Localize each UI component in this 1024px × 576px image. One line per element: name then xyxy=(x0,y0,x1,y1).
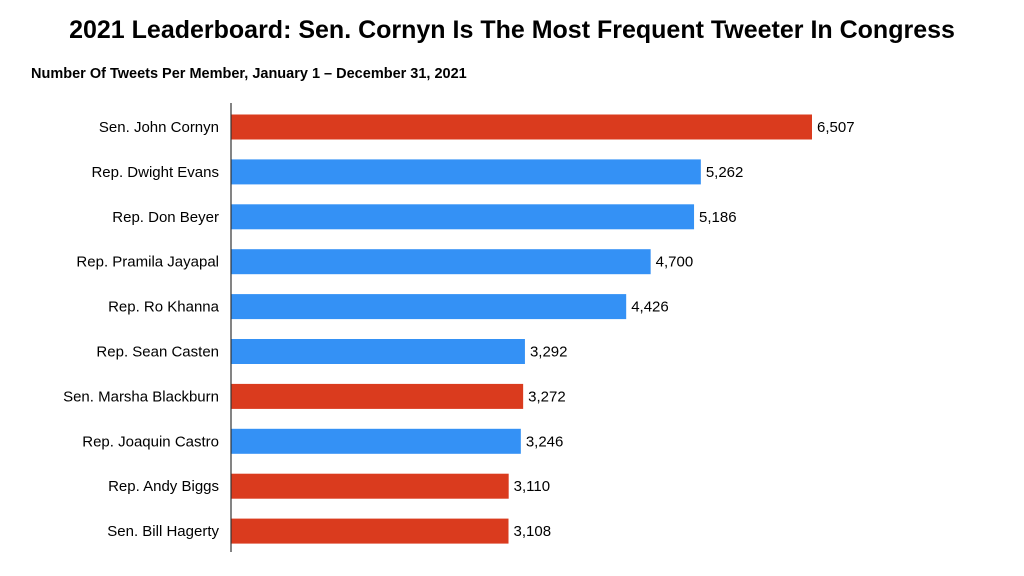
category-label: Rep. Andy Biggs xyxy=(108,478,219,495)
category-label: Rep. Joaquin Castro xyxy=(82,433,219,450)
bar xyxy=(231,518,509,544)
bar xyxy=(231,249,651,275)
value-label: 3,292 xyxy=(530,344,568,361)
bar xyxy=(231,159,701,185)
value-label: 4,700 xyxy=(656,254,694,271)
category-label: Rep. Dwight Evans xyxy=(91,164,219,181)
value-label: 6,507 xyxy=(817,119,855,136)
value-label: 4,426 xyxy=(631,299,669,316)
bar xyxy=(231,339,525,364)
bar xyxy=(231,204,695,230)
bar xyxy=(231,383,524,409)
category-label: Sen. Bill Hagerty xyxy=(107,523,219,540)
value-label: 3,272 xyxy=(528,388,566,405)
category-label: Sen. John Cornyn xyxy=(99,119,219,136)
value-label: 3,108 xyxy=(514,523,552,540)
chart-subtitle: Number Of Tweets Per Member, January 1 –… xyxy=(31,66,467,82)
value-label: 3,110 xyxy=(514,478,550,495)
bar xyxy=(231,473,509,499)
value-label: 5,262 xyxy=(706,164,744,181)
bars-group xyxy=(231,114,812,544)
category-label: Sen. Marsha Blackburn xyxy=(63,388,219,405)
chart-title: 2021 Leaderboard: Sen. Cornyn Is The Mos… xyxy=(69,16,955,44)
value-label: 3,246 xyxy=(526,433,564,450)
category-label: Rep. Don Beyer xyxy=(112,209,219,226)
category-label: Rep. Sean Casten xyxy=(96,344,219,361)
bar xyxy=(231,428,521,454)
labels-group: Sen. John Cornyn 6,507 Rep. Dwight Evans 5,… xyxy=(63,119,854,540)
bar xyxy=(231,114,812,140)
category-label: Rep. Ro Khanna xyxy=(108,299,220,316)
bar xyxy=(231,294,627,320)
value-label: 5,186 xyxy=(699,209,737,226)
category-label: Rep. Pramila Jayapal xyxy=(76,254,219,271)
